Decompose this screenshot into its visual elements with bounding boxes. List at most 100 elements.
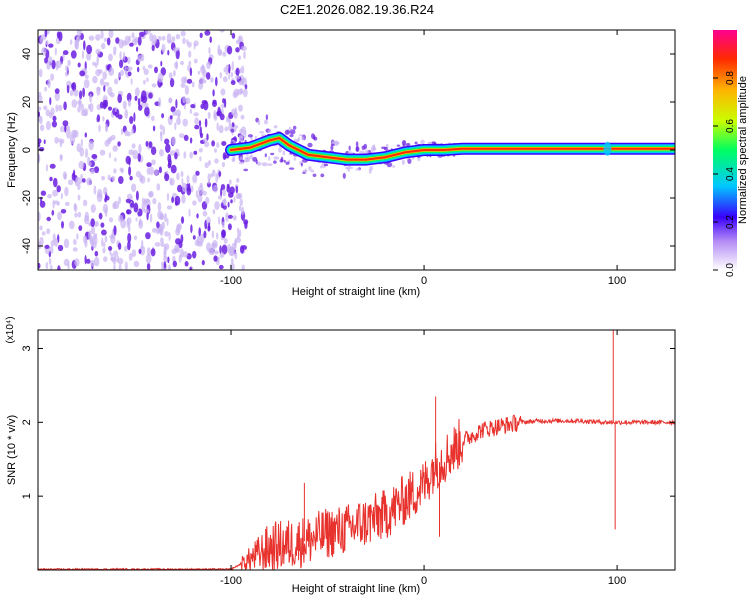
noise-speckle xyxy=(114,78,119,85)
noise-speckle xyxy=(108,67,115,76)
noise-speckle xyxy=(39,225,43,231)
noise-speckle xyxy=(160,237,164,244)
noise-speckle xyxy=(74,258,80,267)
noise-speckle xyxy=(86,44,93,55)
noise-speckle xyxy=(71,129,77,138)
noise-speckle xyxy=(108,217,114,223)
noise-speckle xyxy=(82,199,88,207)
noise-speckle xyxy=(160,242,165,247)
noise-speckle xyxy=(207,181,211,188)
noise-speckle xyxy=(184,85,189,96)
noise-speckle xyxy=(84,211,90,222)
noise-speckle xyxy=(190,224,193,234)
noise-speckle xyxy=(181,177,184,185)
noise-speckle xyxy=(67,59,71,67)
noise-speckle xyxy=(51,120,58,128)
noise-speckle xyxy=(208,47,211,55)
noise-speckle xyxy=(168,264,171,270)
noise-speckle xyxy=(54,136,59,144)
noise-speckle xyxy=(237,192,243,200)
noise-speckle xyxy=(80,110,87,117)
noise-speckle xyxy=(222,198,227,207)
ridge-speckle xyxy=(301,136,305,141)
ridge-speckle xyxy=(355,141,359,148)
noise-speckle xyxy=(231,60,234,71)
noise-speckle xyxy=(102,247,106,254)
noise-speckle xyxy=(117,141,121,147)
noise-speckle xyxy=(198,120,202,127)
noise-speckle xyxy=(118,196,121,204)
noise-speckle xyxy=(98,212,103,220)
noise-speckle xyxy=(134,95,138,101)
noise-speckle xyxy=(206,61,211,70)
noise-speckle xyxy=(218,171,222,177)
noise-speckle xyxy=(124,109,128,119)
noise-speckle xyxy=(125,198,132,204)
noise-speckle xyxy=(66,84,70,94)
noise-speckle xyxy=(104,197,107,203)
noise-speckle xyxy=(102,203,108,214)
snr-spikes xyxy=(303,330,616,542)
noise-speckle xyxy=(244,221,248,229)
noise-speckle xyxy=(145,253,152,264)
noise-speckle xyxy=(236,237,242,244)
noise-speckle xyxy=(230,80,236,86)
noise-speckle xyxy=(38,111,41,118)
noise-speckle xyxy=(219,30,225,33)
noise-speckle xyxy=(80,138,83,147)
ridge-speckle xyxy=(320,165,323,169)
noise-speckle xyxy=(212,209,216,215)
noise-speckle xyxy=(170,164,177,174)
noise-speckle xyxy=(181,182,187,193)
noise-speckle xyxy=(48,43,54,48)
noise-speckle xyxy=(175,228,181,236)
noise-speckle xyxy=(134,87,140,97)
noise-speckle xyxy=(151,83,157,88)
noise-speckle xyxy=(138,143,142,154)
noise-speckle xyxy=(199,32,203,38)
noise-speckle xyxy=(166,205,173,210)
noise-speckle xyxy=(184,261,189,267)
noise-speckle xyxy=(238,55,241,61)
noise-speckle xyxy=(215,76,218,87)
noise-speckle xyxy=(182,95,186,104)
noise-speckle xyxy=(49,176,53,182)
noise-speckle xyxy=(198,227,201,237)
noise-speckle xyxy=(150,248,156,257)
noise-speckle xyxy=(107,174,111,181)
noise-speckle xyxy=(138,104,143,111)
noise-speckle xyxy=(56,60,62,69)
ridge-speckle xyxy=(254,135,257,140)
noise-speckle xyxy=(172,260,177,268)
noise-speckle xyxy=(99,78,105,86)
ridge-speckle xyxy=(268,156,271,161)
noise-speckle xyxy=(77,211,82,218)
noise-speckle xyxy=(113,46,117,53)
noise-speckle xyxy=(107,106,113,111)
noise-speckle xyxy=(118,214,124,223)
noise-speckle xyxy=(100,222,105,228)
noise-speckle xyxy=(239,198,243,207)
noise-speckle xyxy=(165,143,171,153)
noise-speckle xyxy=(146,247,151,256)
noise-speckle xyxy=(47,194,52,199)
noise-speckle xyxy=(65,65,69,72)
noise-speckle xyxy=(113,168,117,174)
noise-speckle xyxy=(178,254,182,263)
noise-speckle xyxy=(143,79,146,85)
noise-speckle xyxy=(221,244,228,255)
noise-speckle xyxy=(158,166,162,174)
noise-speckle xyxy=(168,72,173,79)
noise-speckle xyxy=(114,157,117,162)
ridge-speckle xyxy=(330,143,335,147)
noise-speckle xyxy=(126,217,132,225)
noise-speckle xyxy=(103,256,108,262)
noise-speckle xyxy=(219,113,225,121)
noise-speckle xyxy=(96,114,101,123)
noise-speckle xyxy=(202,210,208,217)
noise-speckle xyxy=(171,136,177,146)
noise-speckle xyxy=(208,160,211,166)
x-tick-label: 0 xyxy=(421,575,427,587)
noise-speckle xyxy=(137,54,143,62)
noise-speckle xyxy=(64,201,70,206)
